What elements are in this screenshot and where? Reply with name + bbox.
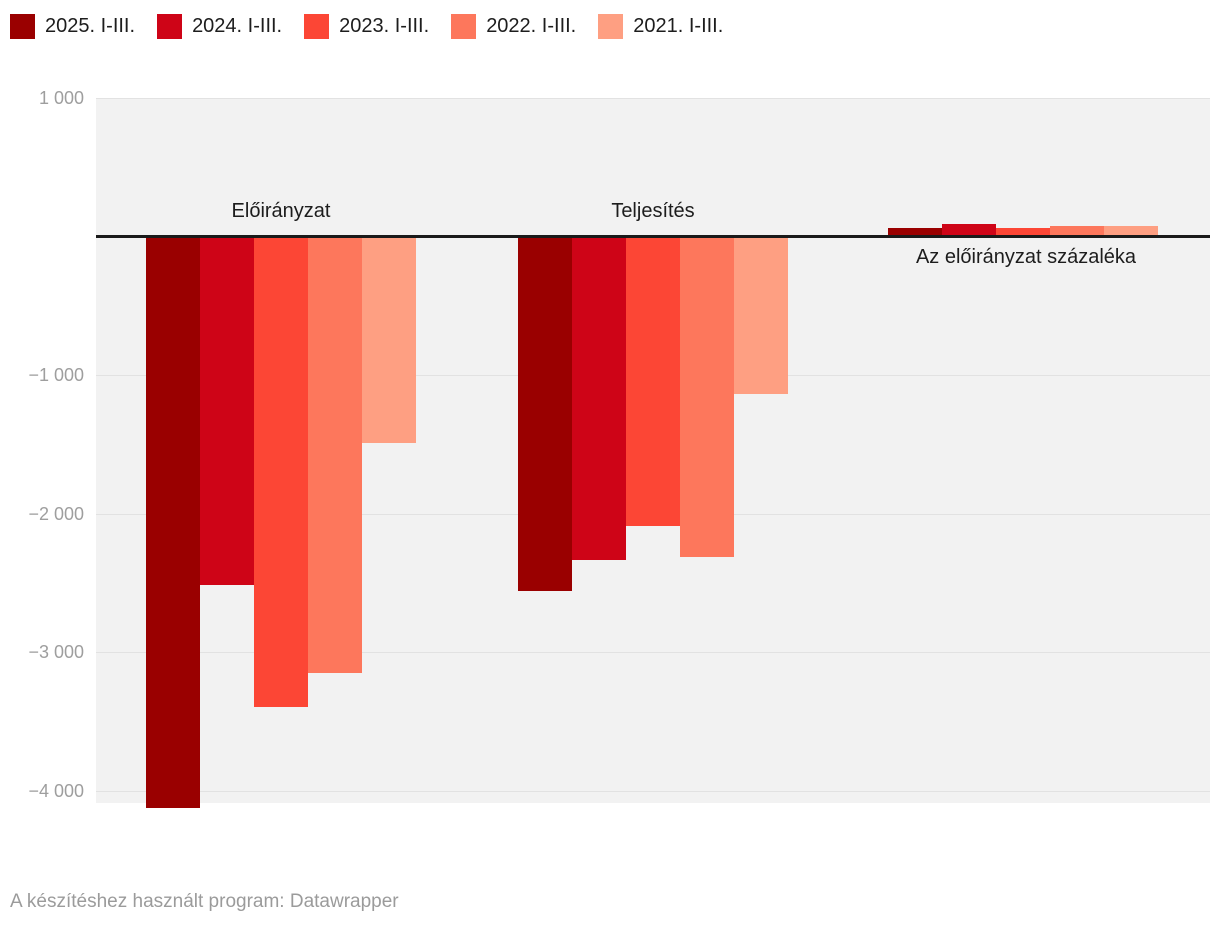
bar-2024-group1 [572,238,626,561]
legend-item-2024: 2024. I-III. [157,14,282,39]
bar-2023-group2 [996,227,1050,235]
legend-label: 2022. I-III. [486,15,577,37]
bar-2022-group2 [1050,226,1104,235]
legend-item-2021: 2021. I-III. [598,14,723,39]
bar-2025-group2 [888,227,942,235]
legend-item-2022: 2022. I-III. [451,14,576,39]
legend-label: 2024. I-III. [192,15,283,37]
y-tick-label: −1 000 [28,365,84,385]
legend-swatch [157,14,183,39]
legend-item-2025: 2025. I-III. [10,14,135,39]
bar-2022-group1 [680,238,734,558]
group-label-eloiranyzat: Előirányzat [231,200,331,222]
bar-2024-group2 [942,223,996,235]
group-label-szazalek: Az előirányzat százaléka [915,246,1137,268]
legend: 2025. I-III. 2024. I-III. 2023. I-III. 2022… [10,14,723,39]
zero-baseline [96,235,1210,238]
bar-2023-group0 [254,238,308,708]
legend-label: 2021. I-III. [633,15,724,37]
legend-swatch [10,14,35,39]
y-tick-label: −4 000 [28,781,84,801]
y-tick-label: −3 000 [28,642,84,662]
y-tick-label: −2 000 [28,504,84,524]
bar-2021-group0 [362,238,416,443]
plot-area [96,98,1210,808]
bar-2021-group2 [1104,225,1158,235]
bar-2022-group0 [308,238,362,674]
gridline--4000 [96,791,1210,792]
bar-2021-group1 [734,238,788,395]
legend-label: 2025. I-III. [45,15,136,37]
legend-swatch [451,14,477,39]
y-tick-label: 1 000 [38,88,84,108]
bar-2025-group1 [518,238,572,592]
legend-label: 2023. I-III. [339,15,430,37]
gridline--3000 [96,652,1210,653]
gridline-1000 [96,98,1210,99]
legend-item-2023: 2023. I-III. [304,14,429,39]
bar-2023-group1 [626,238,680,527]
bar-2024-group0 [200,238,254,585]
group-label-teljesites: Teljesítés [611,200,695,222]
bar-2025-group0 [146,238,200,808]
footer-credit: A készítéshez használt program: Datawrap… [10,891,399,912]
legend-swatch [598,14,624,39]
legend-swatch [304,14,330,39]
